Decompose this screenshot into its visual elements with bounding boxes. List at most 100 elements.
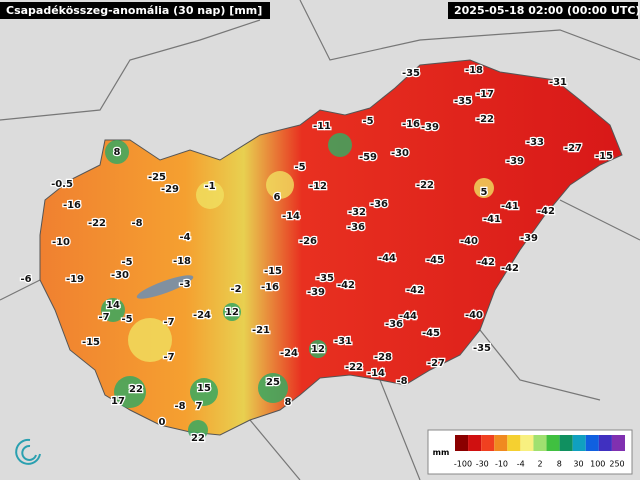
colorbar-segment [546,435,560,451]
value-label: -1 [204,181,215,192]
value-label: -42 [537,206,555,217]
value-label: 25 [266,377,280,388]
value-label: -16 [63,200,81,211]
value-label: 22 [191,433,205,444]
colorbar-segment [533,435,547,451]
value-label: -44 [399,311,417,322]
value-label: -36 [347,222,365,233]
value-label: -15 [264,266,282,277]
value-label: -31 [334,336,352,347]
value-label: -22 [416,180,434,191]
value-label: -29 [161,184,179,195]
value-label: 6 [274,192,281,203]
value-label: -35 [473,343,491,354]
timestamp-box [448,2,638,19]
title-box [0,2,270,19]
value-label: -22 [345,362,363,373]
value-label: -45 [422,328,440,339]
legend-unit: mm [433,448,450,457]
value-label: -22 [476,114,494,125]
value-label: 15 [197,383,211,394]
value-label: -30 [391,148,409,159]
value-label: 8 [285,397,292,408]
value-label: -8 [174,401,185,412]
colorbar-segment [559,435,573,451]
value-label: -18 [465,65,483,76]
value-label: -39 [307,287,325,298]
colorbar-segment [598,435,612,451]
value-label: 12 [225,307,239,318]
timestamp: 2025-05-18 02:00 (00:00 UTC) [454,4,640,17]
value-label: -19 [66,274,84,285]
value-label: -18 [173,256,191,267]
value-label: -42 [337,280,355,291]
value-label: -7 [163,352,174,363]
value-label: -5 [121,257,132,268]
value-label: -15 [82,337,100,348]
value-label: -44 [378,253,396,264]
value-label: -27 [564,143,582,154]
colorbar-segment [572,435,586,451]
value-label: -8 [396,376,407,387]
legend-tick-label: -4 [517,460,525,469]
title: Csapadékösszeg-anomália (30 nap) [mm] [6,4,262,17]
value-label: -24 [280,348,298,359]
value-label: -8 [131,218,142,229]
value-label: 14 [106,300,120,311]
legend-tick-label: 250 [609,460,624,469]
value-label: -33 [526,137,544,148]
legend: -100 -30 -10 -4 2 8 30 100 250 [454,435,625,469]
value-label: -11 [313,121,331,132]
value-label: -36 [385,319,403,330]
colorbar-segment [481,435,495,451]
value-label: -5 [294,162,305,173]
value-label: -35 [316,273,334,284]
value-label: -15 [595,151,613,162]
value-label: -12 [309,181,327,192]
value-label: -7 [98,312,109,323]
value-label: -35 [402,68,420,79]
value-label: -42 [406,285,424,296]
value-label: -5 [121,314,132,325]
value-label: 7 [196,401,203,412]
colorbar-segment [455,435,469,451]
value-label: -4 [179,232,190,243]
value-label: -17 [476,89,494,100]
country-field [39,59,623,436]
value-label: -24 [193,310,211,321]
value-label: -7 [163,317,174,328]
colorbar-segment [585,435,599,451]
value-label: -39 [506,156,524,167]
value-label: -28 [374,352,392,363]
value-label: -14 [282,211,300,222]
value-label: -6 [20,274,31,285]
legend-tick-label: 8 [557,460,562,469]
value-label: -31 [549,77,567,88]
value-label: -39 [421,122,439,133]
value-label: -3 [179,279,190,290]
value-label: -36 [370,199,388,210]
legend-tick-label: 100 [590,460,605,469]
value-label: -42 [477,257,495,268]
value-label: -40 [460,236,478,247]
value-label: -22 [88,218,106,229]
colorbar-segment [520,435,534,451]
colorbar-segment [494,435,508,451]
value-label: -59 [359,152,377,163]
legend-tick-label: -10 [495,460,508,469]
value-label: -27 [427,358,445,369]
value-label: -25 [148,172,166,183]
value-label: -21 [252,325,270,336]
other-areas [128,171,494,362]
value-label: -32 [348,207,366,218]
value-label: -2 [230,284,241,295]
legend-tick-label: -100 [454,460,472,469]
value-label: -26 [299,236,317,247]
value-label: -14 [367,368,385,379]
value-label: 0 [159,417,166,428]
value-label: 17 [111,396,125,407]
value-label: -41 [501,201,519,212]
lake [136,275,194,299]
